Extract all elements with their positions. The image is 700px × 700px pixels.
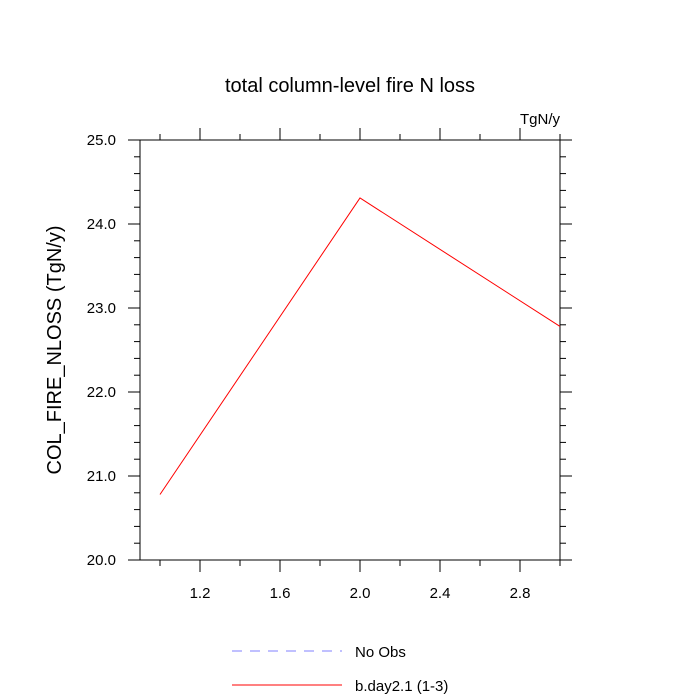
legend: No Obs b.day2.1 (1-3) [232, 644, 448, 695]
x-tick-label: 2.0 [350, 585, 371, 602]
plot-frame [139, 139, 561, 561]
x-tick-label: 1.2 [190, 585, 211, 602]
chart-title: total column-level fire N loss [225, 75, 475, 97]
x-tick-label: 1.6 [270, 585, 291, 602]
y-tick-label: 21.0 [87, 468, 116, 485]
legend-label: b.day2.1 (1-3) [355, 678, 448, 695]
y-axis-label: COL_FIRE_NLOSS (TgN/y) [44, 226, 66, 475]
x-tick-label: 2.4 [430, 585, 451, 602]
units-label: TgN/y [520, 111, 561, 128]
series-line [159, 197, 561, 495]
y-tick-label: 25.0 [87, 132, 116, 149]
tick-labels: 1.2 1.6 2.0 2.4 2.8 20.0 21.0 22.0 23.0 24.0 25.0 [87, 132, 531, 602]
x-tick-label: 2.8 [510, 585, 531, 602]
y-tick-label: 24.0 [87, 216, 116, 233]
y-tick-label: 20.0 [87, 552, 116, 569]
legend-label: No Obs [355, 644, 406, 661]
y-tick-label: 23.0 [87, 300, 116, 317]
series-group [159, 197, 561, 495]
axis-ticks [128, 128, 572, 572]
y-tick-label: 22.0 [87, 384, 116, 401]
